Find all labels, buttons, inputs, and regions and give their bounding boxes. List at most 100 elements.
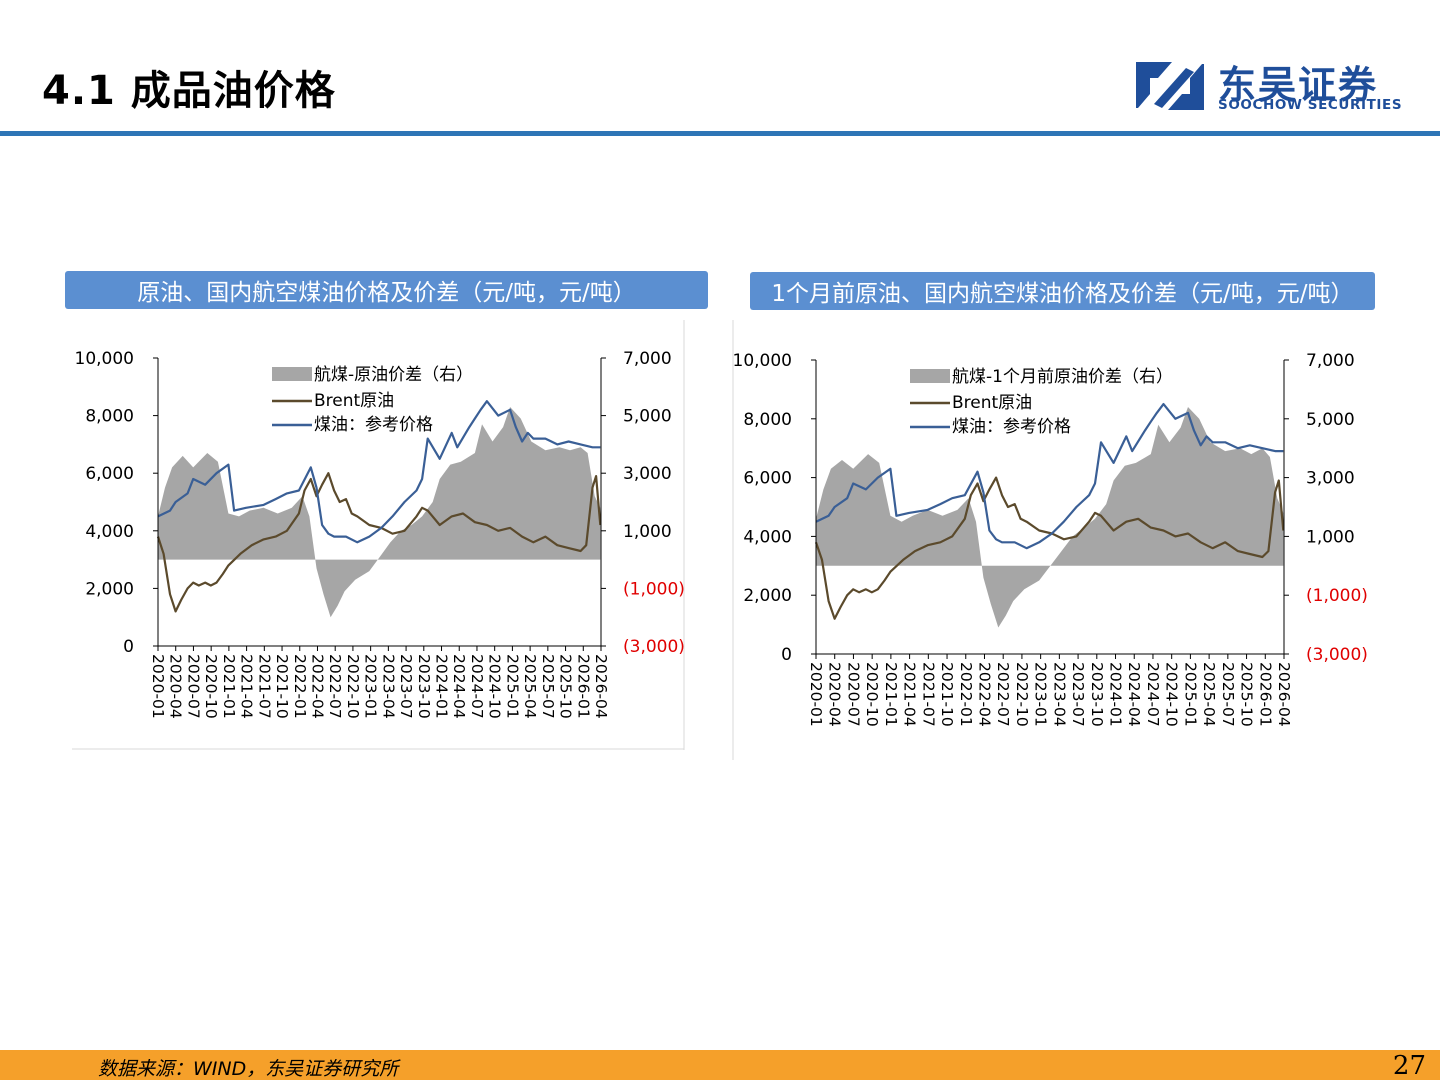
chart-title-left: 原油、国内航空煤油价格及价差（元/吨，元/吨） — [65, 271, 708, 309]
x-tick-label: 2022-10 — [344, 654, 362, 719]
x-tick-label: 2021-04 — [238, 654, 256, 719]
x-tick-label: 2025-01 — [1181, 662, 1199, 727]
brent-line — [156, 472, 602, 613]
x-tick-label: 2025-10 — [1238, 662, 1256, 727]
x-tick-label: 2025-10 — [557, 654, 575, 719]
brent-line — [814, 476, 1285, 620]
x-tick-label: 2022-04 — [309, 654, 327, 719]
legend-label-brent: Brent原油 — [314, 391, 394, 411]
x-tick-label: 2026-01 — [574, 654, 592, 719]
left-tick-label: 8,000 — [743, 410, 792, 430]
x-tick-label: 2023-07 — [1069, 662, 1087, 727]
chart-right: 10,000 8,000 6,000 4,000 2,000 0 7,000 5,000 3,0… — [732, 320, 1372, 760]
logo-mark-icon — [1136, 62, 1204, 110]
footer-source: 数据来源：WIND，东吴证券研究所 — [98, 1058, 399, 1080]
x-tick-label: 2023-04 — [379, 654, 397, 719]
legend-label-jet: 煤油：参考价格 — [952, 417, 1071, 437]
x-tick-label: 2025-07 — [1219, 662, 1237, 727]
x-tick-label: 2023-01 — [1032, 662, 1050, 727]
brand-logo: 东吴证券 SOOCHOW SECURITIES — [1132, 56, 1402, 116]
x-tick-label: 2023-04 — [1050, 662, 1068, 727]
right-tick-label: 5,000 — [623, 407, 672, 427]
chart-left: 10,000 8,000 6,000 4,000 2,000 0 7,000 5,000 3,0… — [72, 320, 686, 750]
x-tick-label: 2020-10 — [202, 654, 220, 719]
x-tick-label: 2020-04 — [826, 662, 844, 727]
left-tick-label: 2,000 — [85, 579, 134, 599]
right-tick-label: 3,000 — [623, 464, 672, 484]
x-tick-label: 2021-10 — [938, 662, 956, 727]
x-tick-label: 2023-10 — [415, 654, 433, 719]
jet-fuel-line — [815, 403, 1284, 550]
right-tick-label: (1,000) — [623, 579, 685, 599]
x-tick-label: 2024-07 — [1144, 662, 1162, 727]
right-tick-label: (1,000) — [1306, 586, 1368, 606]
right-tick-label: 1,000 — [1306, 527, 1355, 547]
left-tick-label: 0 — [123, 637, 134, 657]
right-tick-label: (3,000) — [1306, 645, 1368, 665]
x-tick-label: 2020-07 — [844, 662, 862, 727]
x-tick-label: 2022-04 — [976, 662, 994, 727]
x-tick-label: 2024-10 — [1163, 662, 1181, 727]
x-tick-label: 2023-01 — [362, 654, 380, 719]
legend-swatch-spread — [910, 369, 950, 383]
left-tick-label: 10,000 — [75, 349, 134, 369]
x-tick-label: 2022-07 — [326, 654, 344, 719]
x-tick-label: 2024-01 — [433, 654, 451, 719]
spread-area — [816, 407, 1284, 628]
legend-label-spread: 航煤-1个月前原油价差（右） — [952, 367, 1173, 387]
x-tick-label: 2025-04 — [521, 654, 539, 719]
page-title: 4.1 成品油价格 — [42, 68, 336, 114]
right-tick-label: 3,000 — [1306, 469, 1355, 489]
logo-chinese-name: 东吴证券 — [1218, 63, 1379, 107]
x-tick-label: 2022-01 — [291, 654, 309, 719]
chart-left-svg: 10,000 8,000 6,000 4,000 2,000 0 7,000 5,000 3,0… — [72, 320, 685, 750]
left-tick-label: 0 — [781, 645, 792, 665]
x-tick-label: 2020-10 — [863, 662, 881, 727]
left-tick-label: 4,000 — [743, 527, 792, 547]
chart-right-svg: 10,000 8,000 6,000 4,000 2,000 0 7,000 5,000 3,0… — [732, 320, 1368, 760]
left-tick-label: 4,000 — [85, 522, 134, 542]
header-rule — [0, 131, 1440, 136]
right-tick-label: 7,000 — [1306, 351, 1355, 371]
right-tick-label: 1,000 — [623, 522, 672, 542]
left-tick-label: 8,000 — [85, 407, 134, 427]
x-tick-label: 2025-04 — [1200, 662, 1218, 727]
x-tick-label: 2024-07 — [468, 654, 486, 719]
x-tick-label: 2022-07 — [994, 662, 1012, 727]
x-tick-label: 2021-10 — [273, 654, 291, 719]
x-tick-label: 2020-01 — [807, 662, 825, 727]
x-tick-label: 2024-04 — [1125, 662, 1143, 727]
left-tick-label: 6,000 — [85, 464, 134, 484]
x-tick-label: 2025-01 — [503, 654, 521, 719]
legend-label-spread: 航煤-原油价差（右） — [314, 365, 473, 385]
left-tick-label: 2,000 — [743, 586, 792, 606]
x-tick-label: 2024-10 — [486, 654, 504, 719]
x-tick-label: 2021-07 — [919, 662, 937, 727]
left-tick-label: 10,000 — [733, 351, 792, 371]
x-tick-label: 2020-01 — [149, 654, 167, 719]
x-tick-label: 2023-07 — [397, 654, 415, 719]
x-tick-label: 2025-07 — [539, 654, 557, 719]
x-tick-label: 2022-01 — [957, 662, 975, 727]
right-tick-label: 5,000 — [1306, 410, 1355, 430]
x-tick-label: 2022-10 — [1013, 662, 1031, 727]
x-tick-label: 2021-01 — [220, 654, 238, 719]
x-tick-label: 2026-04 — [1275, 662, 1293, 727]
legend-label-brent: Brent原油 — [952, 393, 1032, 413]
x-tick-label: 2020-04 — [167, 654, 185, 719]
x-tick-label: 2026-01 — [1256, 662, 1274, 727]
jet-fuel-line — [157, 400, 601, 544]
legend-label-jet: 煤油：参考价格 — [314, 415, 433, 435]
logo-english-name: SOOCHOW SECURITIES — [1218, 97, 1403, 113]
footer-bar: 数据来源：WIND，东吴证券研究所 27 — [0, 1050, 1440, 1081]
x-tick-label: 2024-04 — [450, 654, 468, 719]
chart-title-right: 1个月前原油、国内航空煤油价格及价差（元/吨，元/吨） — [750, 272, 1375, 310]
spread-area — [158, 407, 601, 618]
x-tick-label: 2021-07 — [255, 654, 273, 719]
x-tick-label: 2023-10 — [1088, 662, 1106, 727]
x-tick-label: 2026-04 — [592, 654, 610, 719]
left-tick-label: 6,000 — [743, 469, 792, 489]
x-tick-label: 2021-01 — [882, 662, 900, 727]
x-tick-label: 2021-04 — [901, 662, 919, 727]
right-tick-label: 7,000 — [623, 349, 672, 369]
